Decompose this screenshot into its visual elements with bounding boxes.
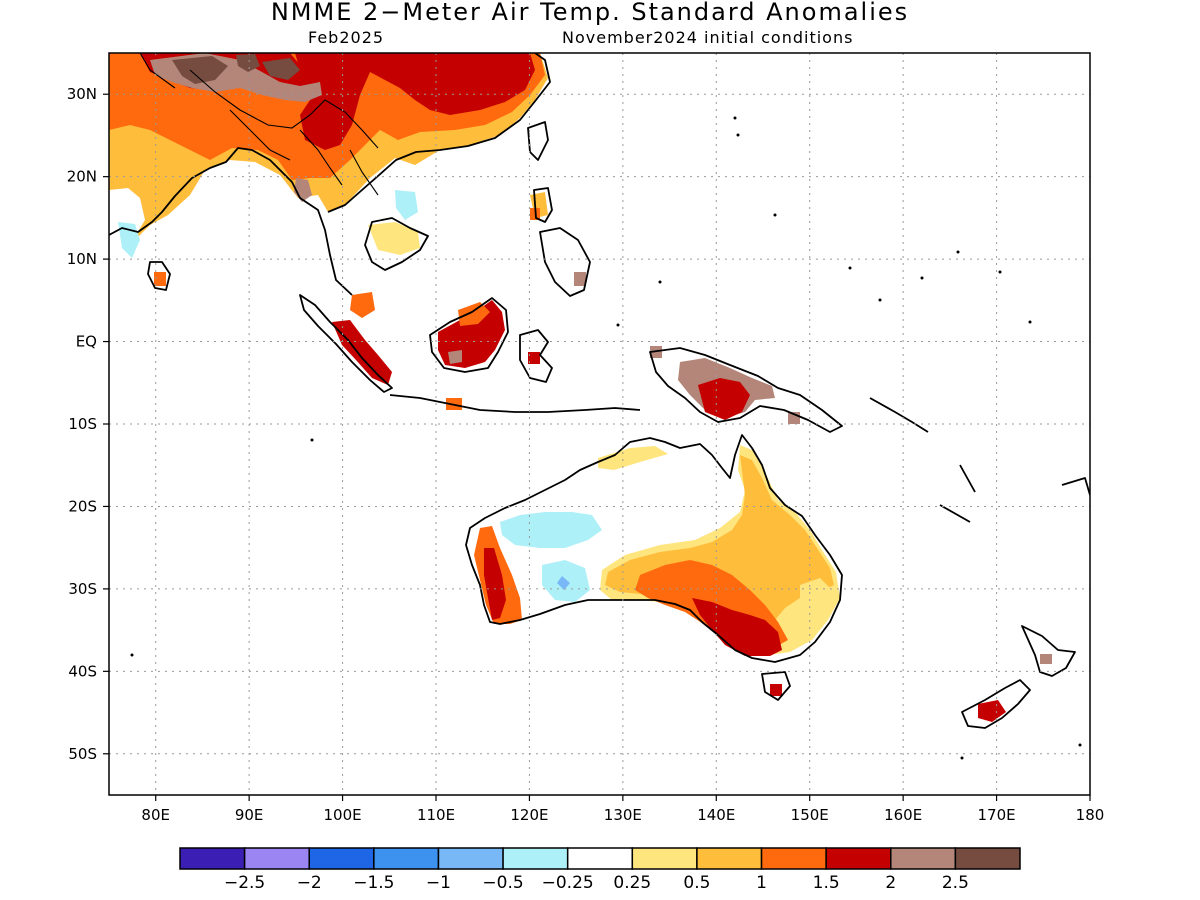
colorbar-swatch <box>696 847 763 870</box>
lat-tick-label: 10N <box>67 250 97 268</box>
colorbar-label: 2.5 <box>942 873 969 893</box>
lon-tick-label: 180 <box>1076 806 1105 824</box>
map-title: NMME 2−Meter Air Temp. Standard Anomalie… <box>270 0 910 26</box>
lat-tick-label: 40S <box>68 662 97 680</box>
colorbar-label: −2 <box>297 873 322 893</box>
lon-tick-label: 90E <box>235 806 264 824</box>
anomaly-field <box>109 53 1052 722</box>
axis-ticks <box>103 93 1091 801</box>
lon-tick-label: 110E <box>417 806 455 824</box>
colorbar-swatch <box>760 847 827 870</box>
colorbar-label: −0.25 <box>542 873 594 893</box>
colorbar-swatch <box>243 847 310 870</box>
target-month-label: Feb2025 <box>308 28 385 47</box>
lat-tick-label: 30S <box>68 580 97 598</box>
colorbar-label: 0.25 <box>613 873 651 893</box>
small-islands <box>130 116 1082 760</box>
colorbar-label: 1.5 <box>813 873 840 893</box>
colorbar-swatch <box>373 847 440 870</box>
lat-tick-label: 20N <box>67 168 97 186</box>
country-borders <box>139 53 379 196</box>
lon-tick-label: 160E <box>884 806 922 824</box>
colorbar-swatch <box>502 847 569 870</box>
lat-tick-label: 10S <box>68 415 97 433</box>
lon-tick-label: 140E <box>697 806 735 824</box>
colorbar: −2.5 −2 −1.5 −1 −0.5 −0.25 0.25 0.5 1 1.5 2 2.5 <box>179 847 1021 893</box>
lon-tick-label: 130E <box>604 806 642 824</box>
colorbar-swatch <box>308 847 375 870</box>
colorbar-swatch <box>179 847 246 870</box>
colorbar-swatch <box>954 847 1021 870</box>
lon-tick-label: 100E <box>324 806 362 824</box>
colorbar-swatch <box>631 847 698 870</box>
lat-tick-label: 20S <box>68 497 97 515</box>
lon-tick-label: 170E <box>978 806 1016 824</box>
colorbar-swatch <box>437 847 504 870</box>
colorbar-swatch <box>566 847 634 870</box>
map-plot-area <box>109 53 1090 795</box>
lon-tick-label: 150E <box>791 806 829 824</box>
lat-tick-label: EQ <box>76 333 97 351</box>
latitude-labels: 30N 20N 10N EQ 10S 20S 30S 40S 50S <box>67 85 97 763</box>
colorbar-swatch <box>825 847 892 870</box>
lat-tick-label: 50S <box>68 745 97 763</box>
colorbar-swatch <box>890 847 957 870</box>
colorbar-label: −1 <box>426 873 451 893</box>
lat-lon-grid <box>109 53 1090 795</box>
lat-tick-label: 30N <box>67 85 97 103</box>
lon-tick-label: 120E <box>510 806 548 824</box>
initial-conditions-label: November2024 initial conditions <box>562 28 854 47</box>
lon-tick-label: 80E <box>141 806 170 824</box>
colorbar-label: −1.5 <box>353 873 394 893</box>
colorbar-label: −0.5 <box>482 873 523 893</box>
colorbar-label: 0.5 <box>683 873 710 893</box>
colorbar-label: 2 <box>885 873 896 893</box>
longitude-labels: 80E 90E 100E 110E 120E 130E 140E 150E 160E 170E 18… <box>141 806 1104 824</box>
colorbar-label: −2.5 <box>224 873 265 893</box>
colorbar-label: 1 <box>756 873 767 893</box>
